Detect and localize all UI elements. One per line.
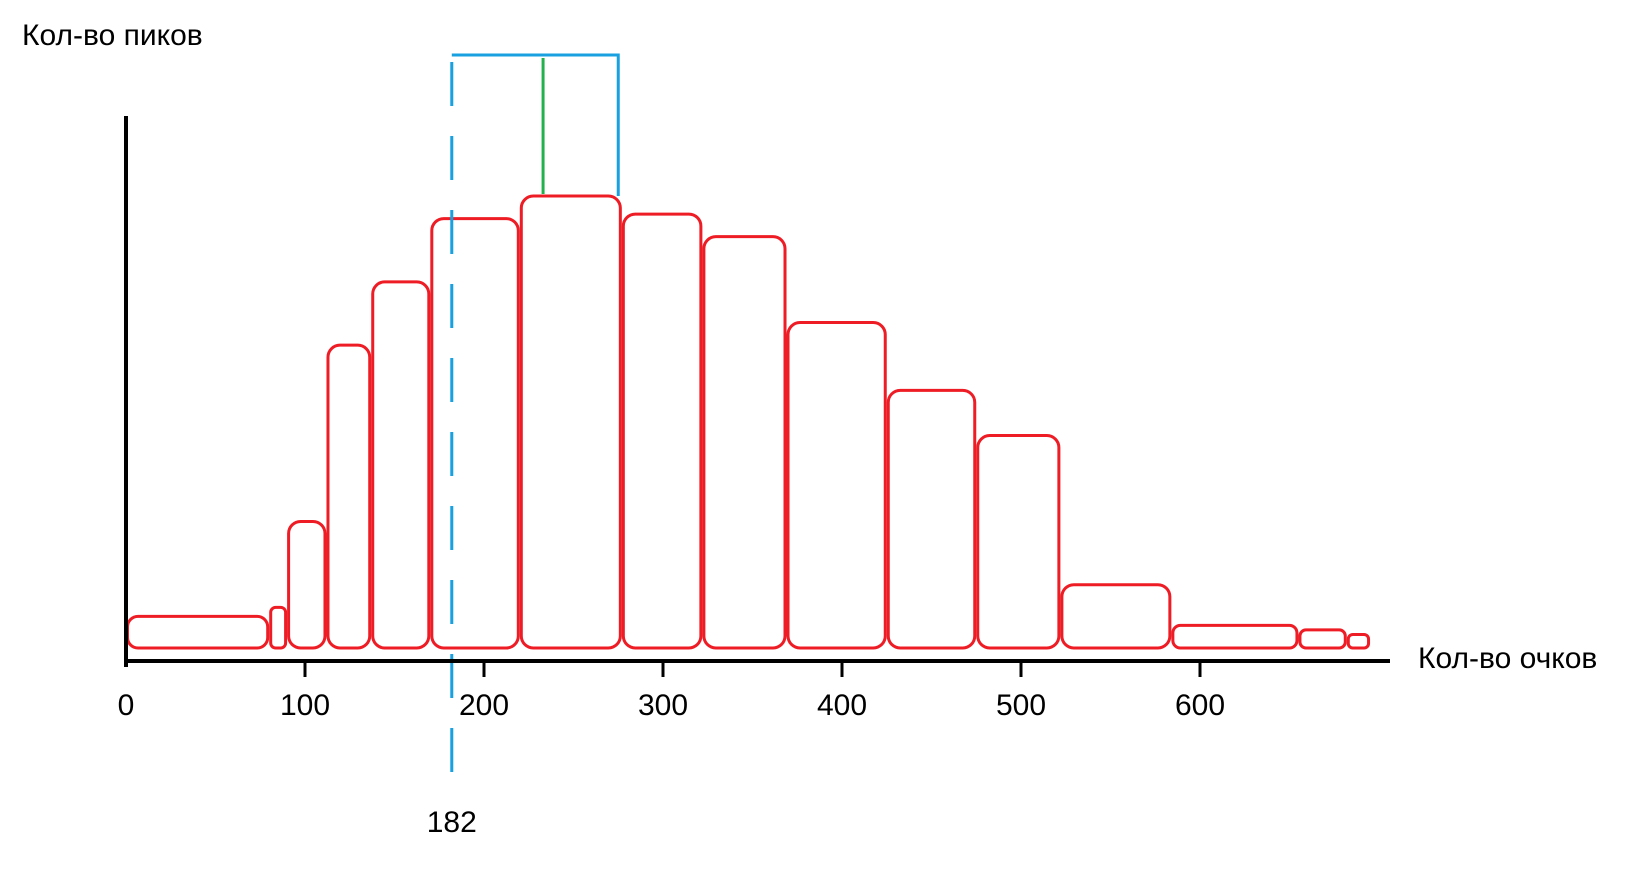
histogram-bar	[430, 217, 520, 650]
histogram-bar	[976, 434, 1061, 650]
histogram-bar	[287, 519, 327, 650]
x-tick-label: 600	[1175, 689, 1225, 722]
bars-group	[126, 194, 1371, 650]
histogram-bar	[702, 235, 787, 650]
x-tick-label: 300	[638, 689, 688, 722]
range-bracket	[451, 53, 620, 196]
histogram-bar	[1060, 583, 1172, 650]
x-tick-label: 0	[118, 689, 135, 722]
histogram-bar	[326, 343, 372, 650]
histogram-bar	[126, 614, 270, 650]
x-tick-label: 500	[996, 689, 1046, 722]
histogram-bar	[786, 321, 887, 650]
x-tick-label: 100	[280, 689, 330, 722]
histogram-bar	[1298, 628, 1347, 650]
x-tick-label: 200	[459, 689, 509, 722]
annotation-group	[450, 53, 620, 782]
x-ticks-group: 0 100 200 300 400 500 600	[118, 661, 1225, 722]
histogram-bar	[269, 605, 288, 650]
y-axis-label: Кол-во пиков	[22, 19, 203, 52]
histogram-bar	[621, 212, 703, 650]
x-tick-label: 400	[817, 689, 867, 722]
histogram-bar	[519, 194, 622, 650]
histogram-bar	[1346, 632, 1371, 650]
histogram-bar	[886, 388, 977, 650]
marker-value-label: 182	[427, 806, 477, 839]
histogram-bar	[1171, 623, 1299, 650]
x-axis-label: Кол-во очков	[1418, 642, 1597, 675]
histogram-bar	[371, 280, 431, 650]
